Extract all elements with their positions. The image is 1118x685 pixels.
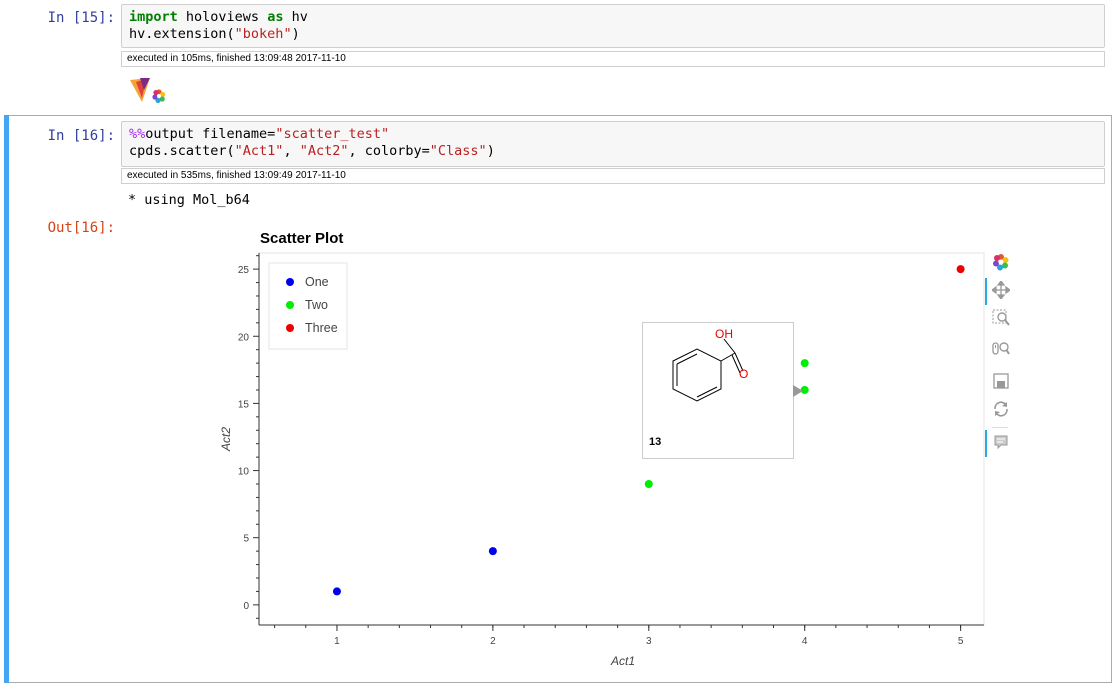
- code-text: cpds.scatter(: [129, 143, 235, 159]
- toolbar-divider: [992, 427, 1008, 428]
- cell16-stream-output: * using Mol_b64: [128, 192, 250, 208]
- x-axis-label: Act1: [610, 654, 635, 668]
- chart-legend: One Two Three: [268, 262, 348, 350]
- y-tick-label: 15: [238, 399, 250, 410]
- legend-marker: [286, 301, 294, 309]
- legend-marker: [286, 278, 294, 286]
- code-string: "Act2": [299, 143, 349, 159]
- reset-icon[interactable]: [992, 400, 1010, 418]
- pan-active-indicator: [985, 278, 987, 305]
- scatter-point-one[interactable]: [488, 547, 497, 556]
- hover-active-indicator: [985, 430, 987, 457]
- cell15-exec-info: executed in 105ms, finished 13:09:48 201…: [121, 51, 1105, 67]
- tooltip-label: 13: [649, 436, 662, 448]
- code-text: ): [486, 143, 495, 159]
- x-tick-label: 3: [646, 636, 652, 647]
- save-icon[interactable]: [992, 372, 1010, 390]
- y-tick-label: 5: [243, 534, 249, 545]
- hover-tooltip: OH O 13: [642, 322, 794, 459]
- scatter-point-three[interactable]: [956, 265, 965, 274]
- cell15-prompt: In [15]:: [47, 10, 115, 26]
- scatter-point-two[interactable]: [800, 359, 809, 368]
- molecule-oh-label: OH: [715, 327, 733, 341]
- legend-label: Three: [305, 321, 338, 335]
- y-tick-label: 25: [238, 265, 250, 276]
- code-text: hv: [283, 9, 308, 25]
- tooltip-pointer-icon: [793, 385, 803, 397]
- x-tick-label: 4: [802, 636, 808, 647]
- legend-label: One: [305, 275, 329, 289]
- y-tick-label: 20: [238, 332, 250, 343]
- plot-frame: [258, 252, 985, 626]
- pan-icon[interactable]: [992, 281, 1010, 299]
- y-tick-label: 10: [238, 467, 250, 478]
- scatter-point-two[interactable]: [800, 385, 809, 394]
- code-string: "bokeh": [234, 26, 292, 42]
- molecule-o-label: O: [739, 367, 748, 381]
- legend-marker: [286, 324, 294, 332]
- code-keyword: import: [129, 9, 178, 25]
- holoviews-logo-icon: [130, 78, 166, 103]
- code-string: "Class": [429, 143, 487, 159]
- cell15-code-editor[interactable]: import holoviews as hv hv.extension("bok…: [121, 4, 1105, 48]
- x-tick-label: 5: [958, 636, 964, 647]
- wheel-zoom-icon[interactable]: [992, 340, 1010, 358]
- cell16-exec-info: executed in 535ms, finished 13:09:49 201…: [121, 168, 1105, 184]
- cell16-selected-indicator: [4, 115, 9, 683]
- cell16-out-prompt: Out[16]:: [47, 220, 115, 236]
- code-text: ,: [283, 143, 300, 159]
- y-tick-label: 0: [243, 601, 249, 612]
- code-magic: %%: [129, 126, 146, 142]
- cell16-code-editor[interactable]: %%output filename="scatter_test" cpds.sc…: [121, 121, 1105, 167]
- code-string: "scatter_test": [275, 126, 390, 142]
- scatter-plot[interactable]: Scatter Plot 1 2 3 4 5 0 5 10 15 20 25 Act1 Act2 O…: [200, 222, 990, 672]
- bokeh-logo-icon[interactable]: [992, 253, 1010, 271]
- legend-label: Two: [305, 298, 328, 312]
- code-keyword: as: [267, 9, 284, 25]
- x-tick-label: 2: [490, 636, 496, 647]
- x-tick-label: 1: [334, 636, 340, 647]
- code-text: holoviews: [177, 9, 268, 25]
- code-text: , colorby=: [348, 143, 430, 159]
- box-zoom-icon[interactable]: [992, 309, 1010, 327]
- scatter-point-one[interactable]: [332, 587, 341, 596]
- code-string: "Act1": [234, 143, 284, 159]
- y-axis-label: Act2: [219, 427, 233, 452]
- code-text: hv.extension(: [129, 26, 235, 42]
- code-text: ): [291, 26, 300, 42]
- hover-icon[interactable]: [992, 433, 1010, 451]
- chart-title: Scatter Plot: [260, 230, 343, 247]
- scatter-point-two[interactable]: [644, 479, 653, 488]
- cell16-prompt: In [16]:: [47, 128, 115, 144]
- molecule-image: OH O: [672, 327, 748, 402]
- code-text: output filename=: [145, 126, 276, 142]
